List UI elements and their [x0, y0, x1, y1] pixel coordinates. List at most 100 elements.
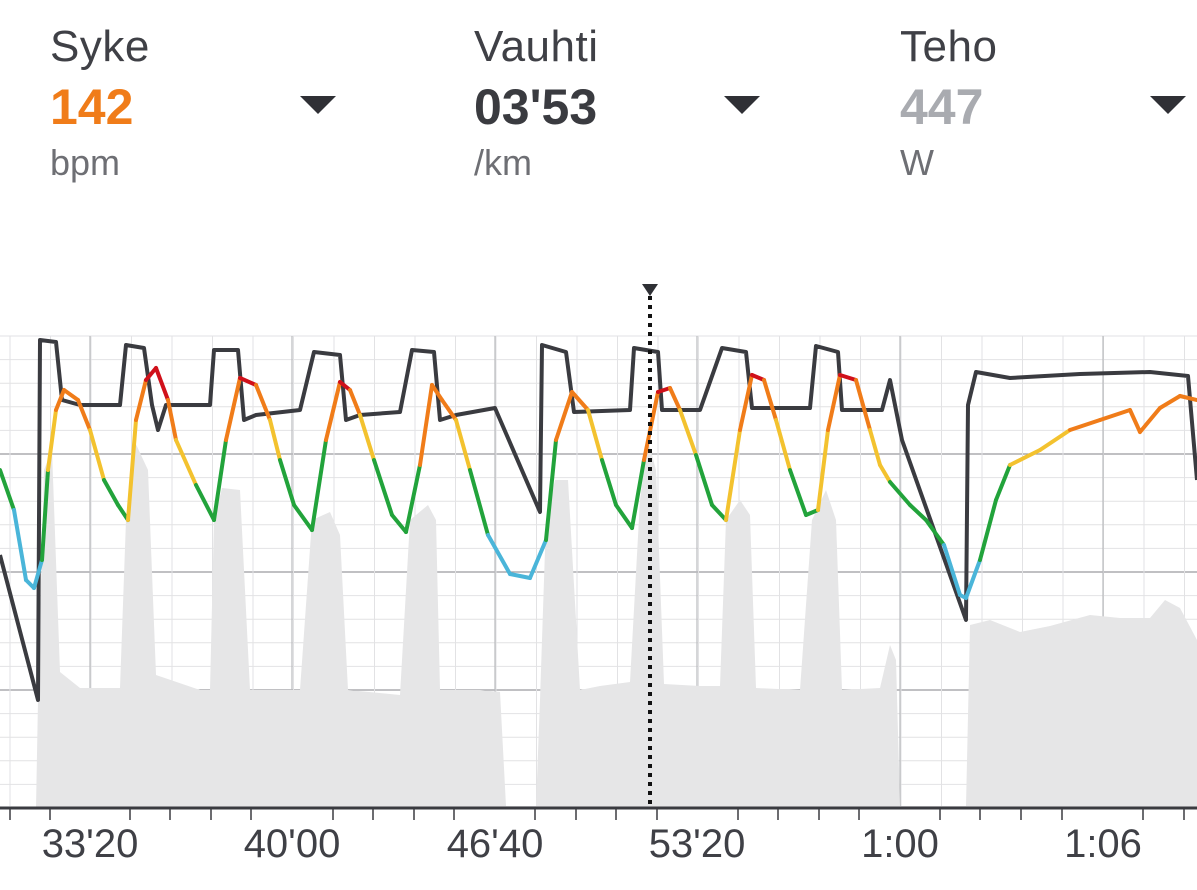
heart-rate-segment	[750, 373, 766, 382]
metric-unit: bpm	[50, 142, 121, 183]
heart-rate-segment	[278, 458, 296, 507]
metric-label: Teho	[900, 22, 998, 71]
heart-rate-segment	[76, 398, 92, 432]
heart-rate-segment	[40, 468, 50, 562]
heart-rate-segment	[12, 508, 28, 582]
x-tick-label: 53'20	[648, 822, 746, 866]
heart-rate-segment	[724, 428, 742, 522]
heart-rate-segment	[1008, 448, 1042, 467]
metric-label: Vauhti	[474, 22, 599, 71]
heart-rate-segment	[668, 386, 682, 412]
cursor-marker-icon[interactable]	[642, 284, 658, 296]
heart-rate-segment	[738, 373, 754, 432]
heart-rate-segment	[816, 428, 830, 512]
heart-rate-segment	[908, 503, 928, 522]
heart-rate-segment	[528, 538, 548, 580]
heart-rate-segment	[62, 388, 80, 402]
dropdown-caret-icon[interactable]	[724, 96, 760, 114]
heart-rate-segment	[710, 503, 728, 522]
x-tick-label: 1:06	[1064, 822, 1142, 866]
x-tick-label: 1:00	[861, 822, 939, 866]
dropdown-caret-icon[interactable]	[1150, 96, 1186, 114]
heart-rate-segment	[1178, 394, 1197, 402]
heart-rate-segment	[32, 558, 44, 590]
heart-rate-segment	[964, 558, 982, 600]
heart-rate-segment	[454, 418, 472, 472]
heart-rate-segment	[292, 503, 314, 532]
heart-rate-segment	[544, 438, 558, 542]
metric-unit: /km	[474, 142, 532, 183]
heart-rate-segment	[418, 383, 434, 467]
heart-rate-segment	[348, 388, 362, 417]
heart-rate-segment	[254, 383, 272, 422]
heart-rate-segment	[166, 398, 178, 442]
heart-rate-segment	[600, 458, 618, 507]
heart-rate-segment	[238, 376, 258, 387]
heart-rate-segment	[134, 378, 148, 422]
heart-rate-segment	[826, 373, 842, 432]
heart-rate-segment	[788, 468, 808, 517]
heart-rate-segment	[144, 366, 158, 382]
heart-rate-segment	[0, 468, 16, 512]
heart-rate-segment	[630, 458, 646, 530]
heart-rate-segment	[878, 463, 892, 484]
heart-rate-segment	[774, 418, 792, 472]
metric-value: 447	[900, 79, 984, 135]
heart-rate-segment	[1128, 408, 1142, 434]
pace-series-line	[0, 338, 1197, 702]
heart-rate-segment	[324, 380, 342, 442]
heart-rate-segment	[1158, 394, 1182, 410]
heart-rate-segment	[102, 478, 120, 507]
heart-rate-segment	[174, 438, 198, 487]
heart-rate-segment	[994, 463, 1012, 502]
metric-power[interactable]: Teho 447 W	[900, 22, 1197, 192]
heart-rate-segment	[1038, 428, 1072, 452]
workout-chart[interactable]	[0, 280, 1197, 820]
heart-rate-segment	[338, 380, 352, 392]
heart-rate-segment	[554, 390, 574, 442]
x-tick-label: 33'20	[41, 822, 139, 866]
heart-rate-segment	[310, 438, 328, 532]
heart-rate-segment	[46, 408, 58, 472]
heart-rate-segment	[838, 373, 858, 382]
x-tick-label: 40'00	[243, 822, 341, 866]
heart-rate-segment	[614, 503, 634, 530]
heart-rate-segment	[868, 428, 882, 467]
heart-rate-segment	[854, 378, 872, 432]
heart-rate-segment	[358, 413, 376, 462]
heart-rate-segment	[694, 453, 714, 507]
power-series-area	[0, 440, 1197, 808]
heart-rate-segment	[978, 498, 998, 562]
heart-rate-segment	[468, 468, 490, 537]
heart-rate-segment	[942, 543, 962, 597]
heart-rate-series-line	[0, 366, 1197, 600]
heart-rate-segment	[268, 418, 282, 462]
heart-rate-segment	[372, 458, 394, 517]
heart-rate-segment	[1068, 418, 1102, 432]
heart-rate-segment	[430, 383, 444, 402]
metric-value: 03'53	[474, 79, 598, 135]
heart-rate-segment	[924, 518, 946, 547]
heart-rate-segment	[154, 366, 170, 402]
heart-rate-segment	[570, 390, 590, 412]
metric-unit: W	[900, 142, 934, 183]
metric-heart-rate[interactable]: Syke 142 bpm	[50, 22, 370, 192]
heart-rate-segment	[486, 533, 512, 576]
heart-rate-segment	[88, 428, 106, 482]
heart-rate-segment	[224, 376, 242, 442]
x-tick-label: 46'40	[446, 822, 544, 866]
heart-rate-segment	[1098, 408, 1132, 422]
heart-rate-segment	[888, 480, 912, 507]
heart-rate-segment	[126, 418, 138, 522]
heart-rate-segment	[586, 408, 604, 462]
heart-rate-segment	[1138, 406, 1162, 434]
dropdown-caret-icon[interactable]	[300, 96, 336, 114]
heart-rate-segment	[54, 388, 66, 412]
heart-rate-segment	[404, 463, 422, 534]
metric-pace[interactable]: Vauhti 03'53 /km	[474, 22, 794, 192]
heart-rate-segment	[390, 513, 408, 534]
heart-rate-segment	[440, 398, 458, 422]
metric-label: Syke	[50, 22, 150, 71]
heart-rate-segment	[678, 408, 698, 457]
heart-rate-segment	[212, 438, 228, 522]
